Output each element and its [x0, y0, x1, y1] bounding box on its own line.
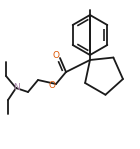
Text: O: O: [48, 80, 55, 90]
Text: N: N: [13, 83, 19, 93]
Text: O: O: [52, 52, 60, 60]
